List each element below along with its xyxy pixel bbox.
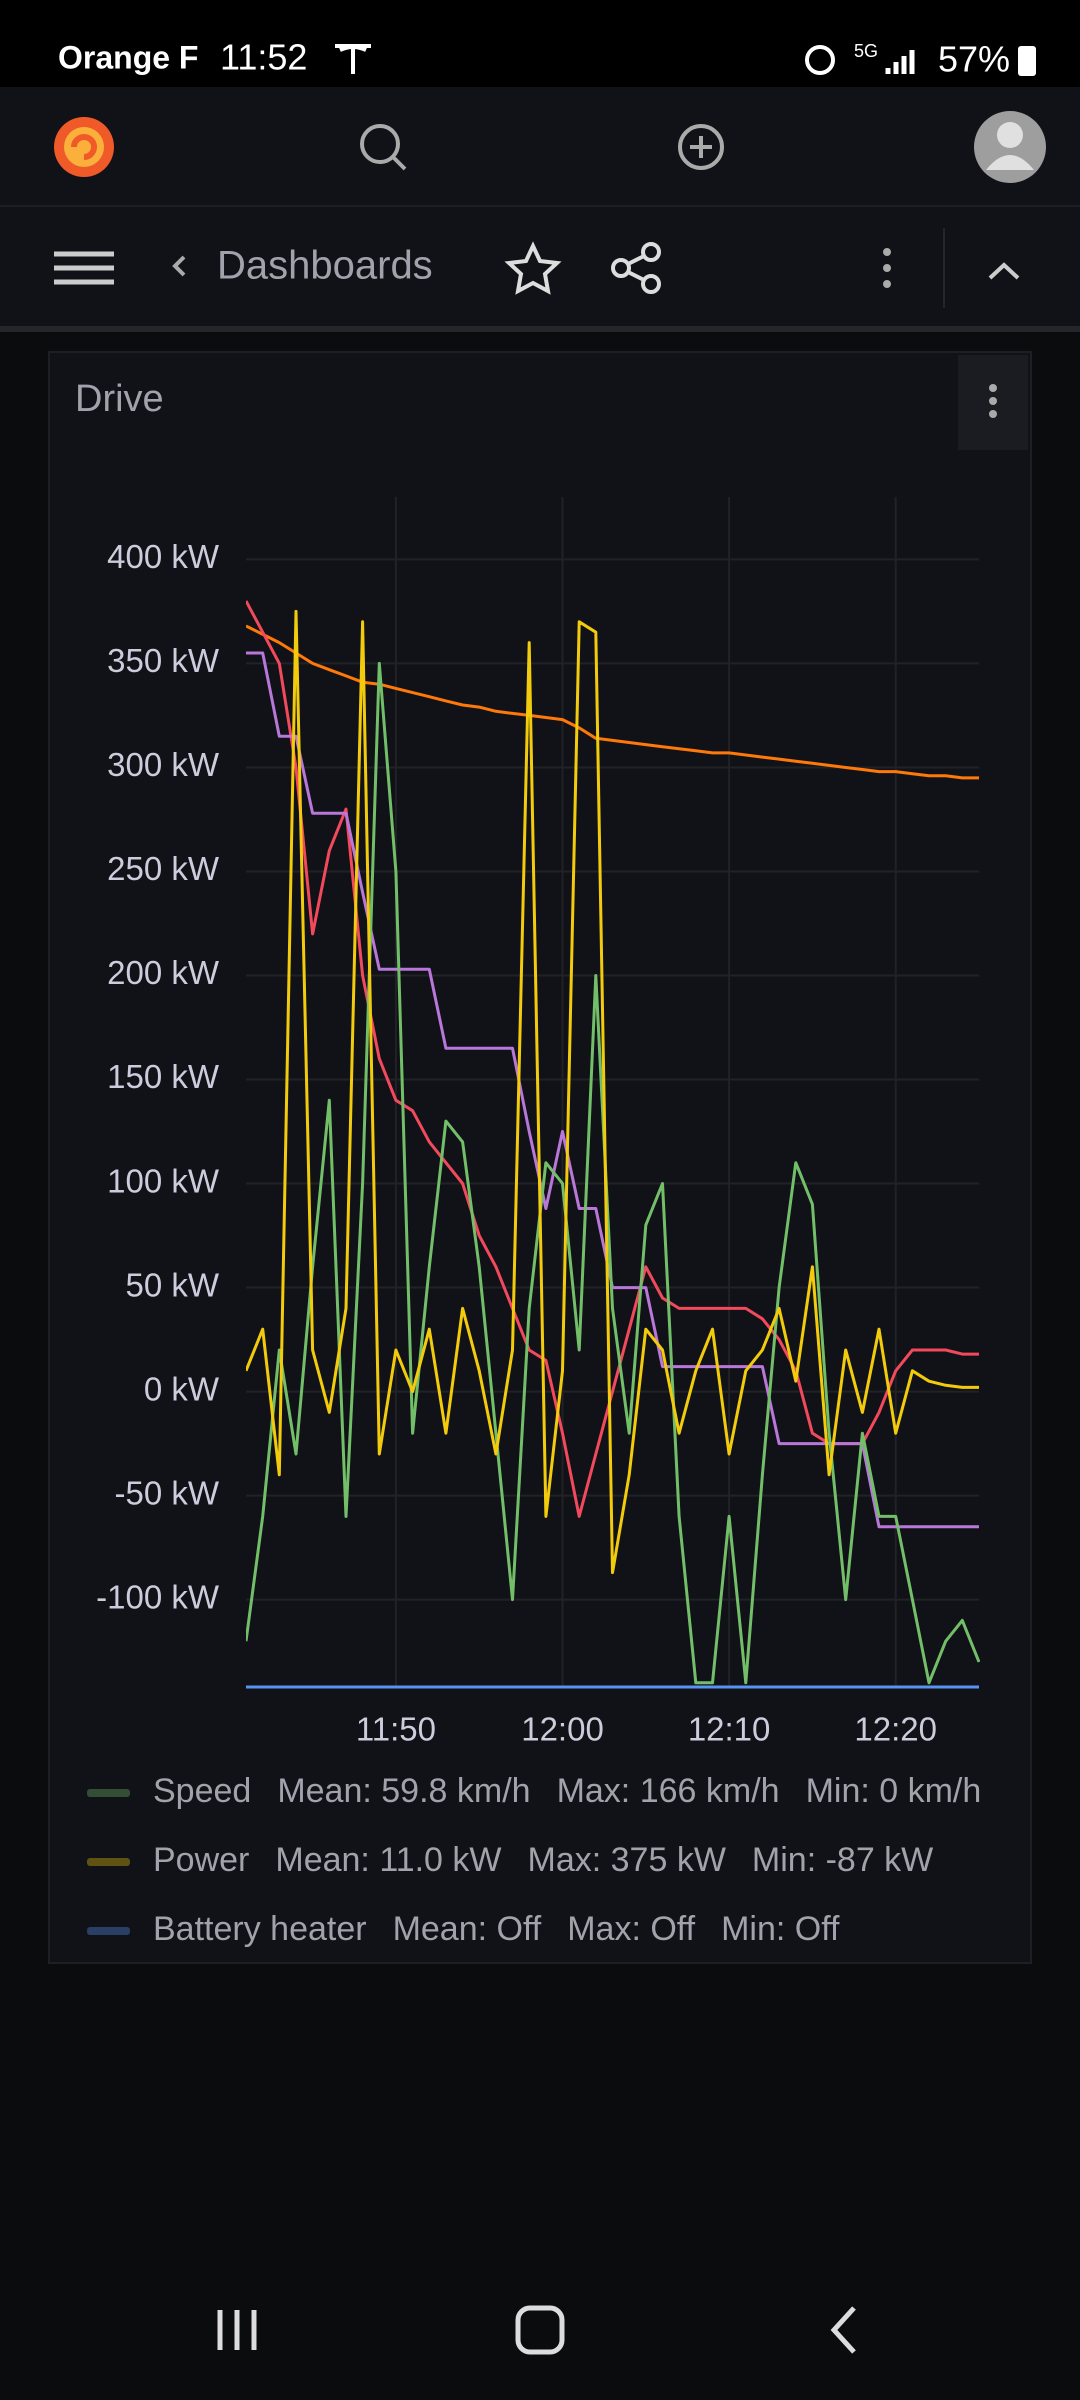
x-tick-label: 12:10 [688,1711,771,1748]
collapse-icon[interactable] [988,262,1020,280]
panel-menu-dots [989,384,997,418]
y-tick-label: 250 kW [107,850,220,887]
toolbar [0,207,1080,326]
y-tick-label: 0 kW [144,1370,220,1407]
battery-percent: 57% [938,39,1010,80]
x-tick-label: 11:50 [356,1711,436,1748]
divider [0,205,1080,207]
series-lines [246,600,980,1689]
top-bar [0,87,1080,207]
y-tick-label: -50 kW [114,1474,219,1511]
y-tick-label: 200 kW [107,954,220,991]
series-line [246,609,979,1575]
legend-label: Battery heater [153,1910,367,1948]
legend-stat: Mean: Off [393,1910,542,1948]
menu-icon[interactable] [54,251,114,285]
clock: 11:52 [220,37,307,78]
y-tick-label: 400 kW [107,538,220,575]
legend-label: Speed [153,1772,251,1810]
legend-label: Power [153,1841,249,1879]
back-button[interactable] [830,2306,856,2354]
share-icon[interactable] [611,242,661,294]
star-icon[interactable] [504,241,562,295]
y-tick-label: 50 kW [125,1266,219,1303]
divider [0,326,1080,332]
series-line [246,661,980,1685]
recents-button[interactable] [217,2310,257,2350]
signal-icon [885,50,915,74]
y-tick-label: 350 kW [107,642,220,679]
legend-stat: Max: 375 kW [528,1841,726,1879]
x-tick-label: 12:20 [854,1711,937,1748]
panel-title: Drive [75,378,164,420]
y-tick-label: 100 kW [107,1162,220,1199]
legend-stat: Max: 166 km/h [557,1772,780,1810]
legend-stat: Min: Off [721,1910,840,1948]
grafana-logo[interactable] [54,117,114,177]
status-bar [0,0,1080,87]
legend-swatch [87,1858,130,1866]
search-icon[interactable] [360,124,407,171]
legend: Speed Mean: 59.8 km/h Max: 166 km/h Min: 0 … [87,1772,981,1948]
series-line [246,624,979,780]
y-tick-label: 150 kW [107,1058,220,1095]
y-tick-label: -100 kW [96,1578,220,1615]
carrier: Orange F [58,39,198,75]
legend-swatch [87,1927,130,1935]
battery-icon [1018,46,1036,76]
add-icon[interactable] [678,124,724,170]
legend-stat: Mean: 11.0 kW [275,1841,501,1879]
breadcrumb[interactable]: Dashboards [217,244,433,288]
tesla-icon [335,44,371,74]
legend-stat: Mean: 59.8 km/h [277,1772,530,1810]
y-tick-label: 300 kW [107,746,220,783]
plot: 400 kW 350 kW 300 kW 250 kW 200 kW 150 kW 100 … [96,497,980,1748]
divider [943,228,945,308]
legend-stat: Max: Off [567,1910,695,1948]
legend-stat: Min: -87 kW [752,1841,933,1879]
avatar[interactable] [974,111,1046,183]
x-tick-label: 12:00 [521,1711,604,1748]
home-button[interactable] [515,2305,565,2355]
legend-swatch [87,1789,130,1797]
legend-stat: Min: 0 km/h [806,1772,982,1810]
back-chevron[interactable] [172,255,186,277]
network-type: 5G [854,41,878,61]
alarm-icon [805,45,835,75]
more-icon[interactable] [883,248,891,288]
